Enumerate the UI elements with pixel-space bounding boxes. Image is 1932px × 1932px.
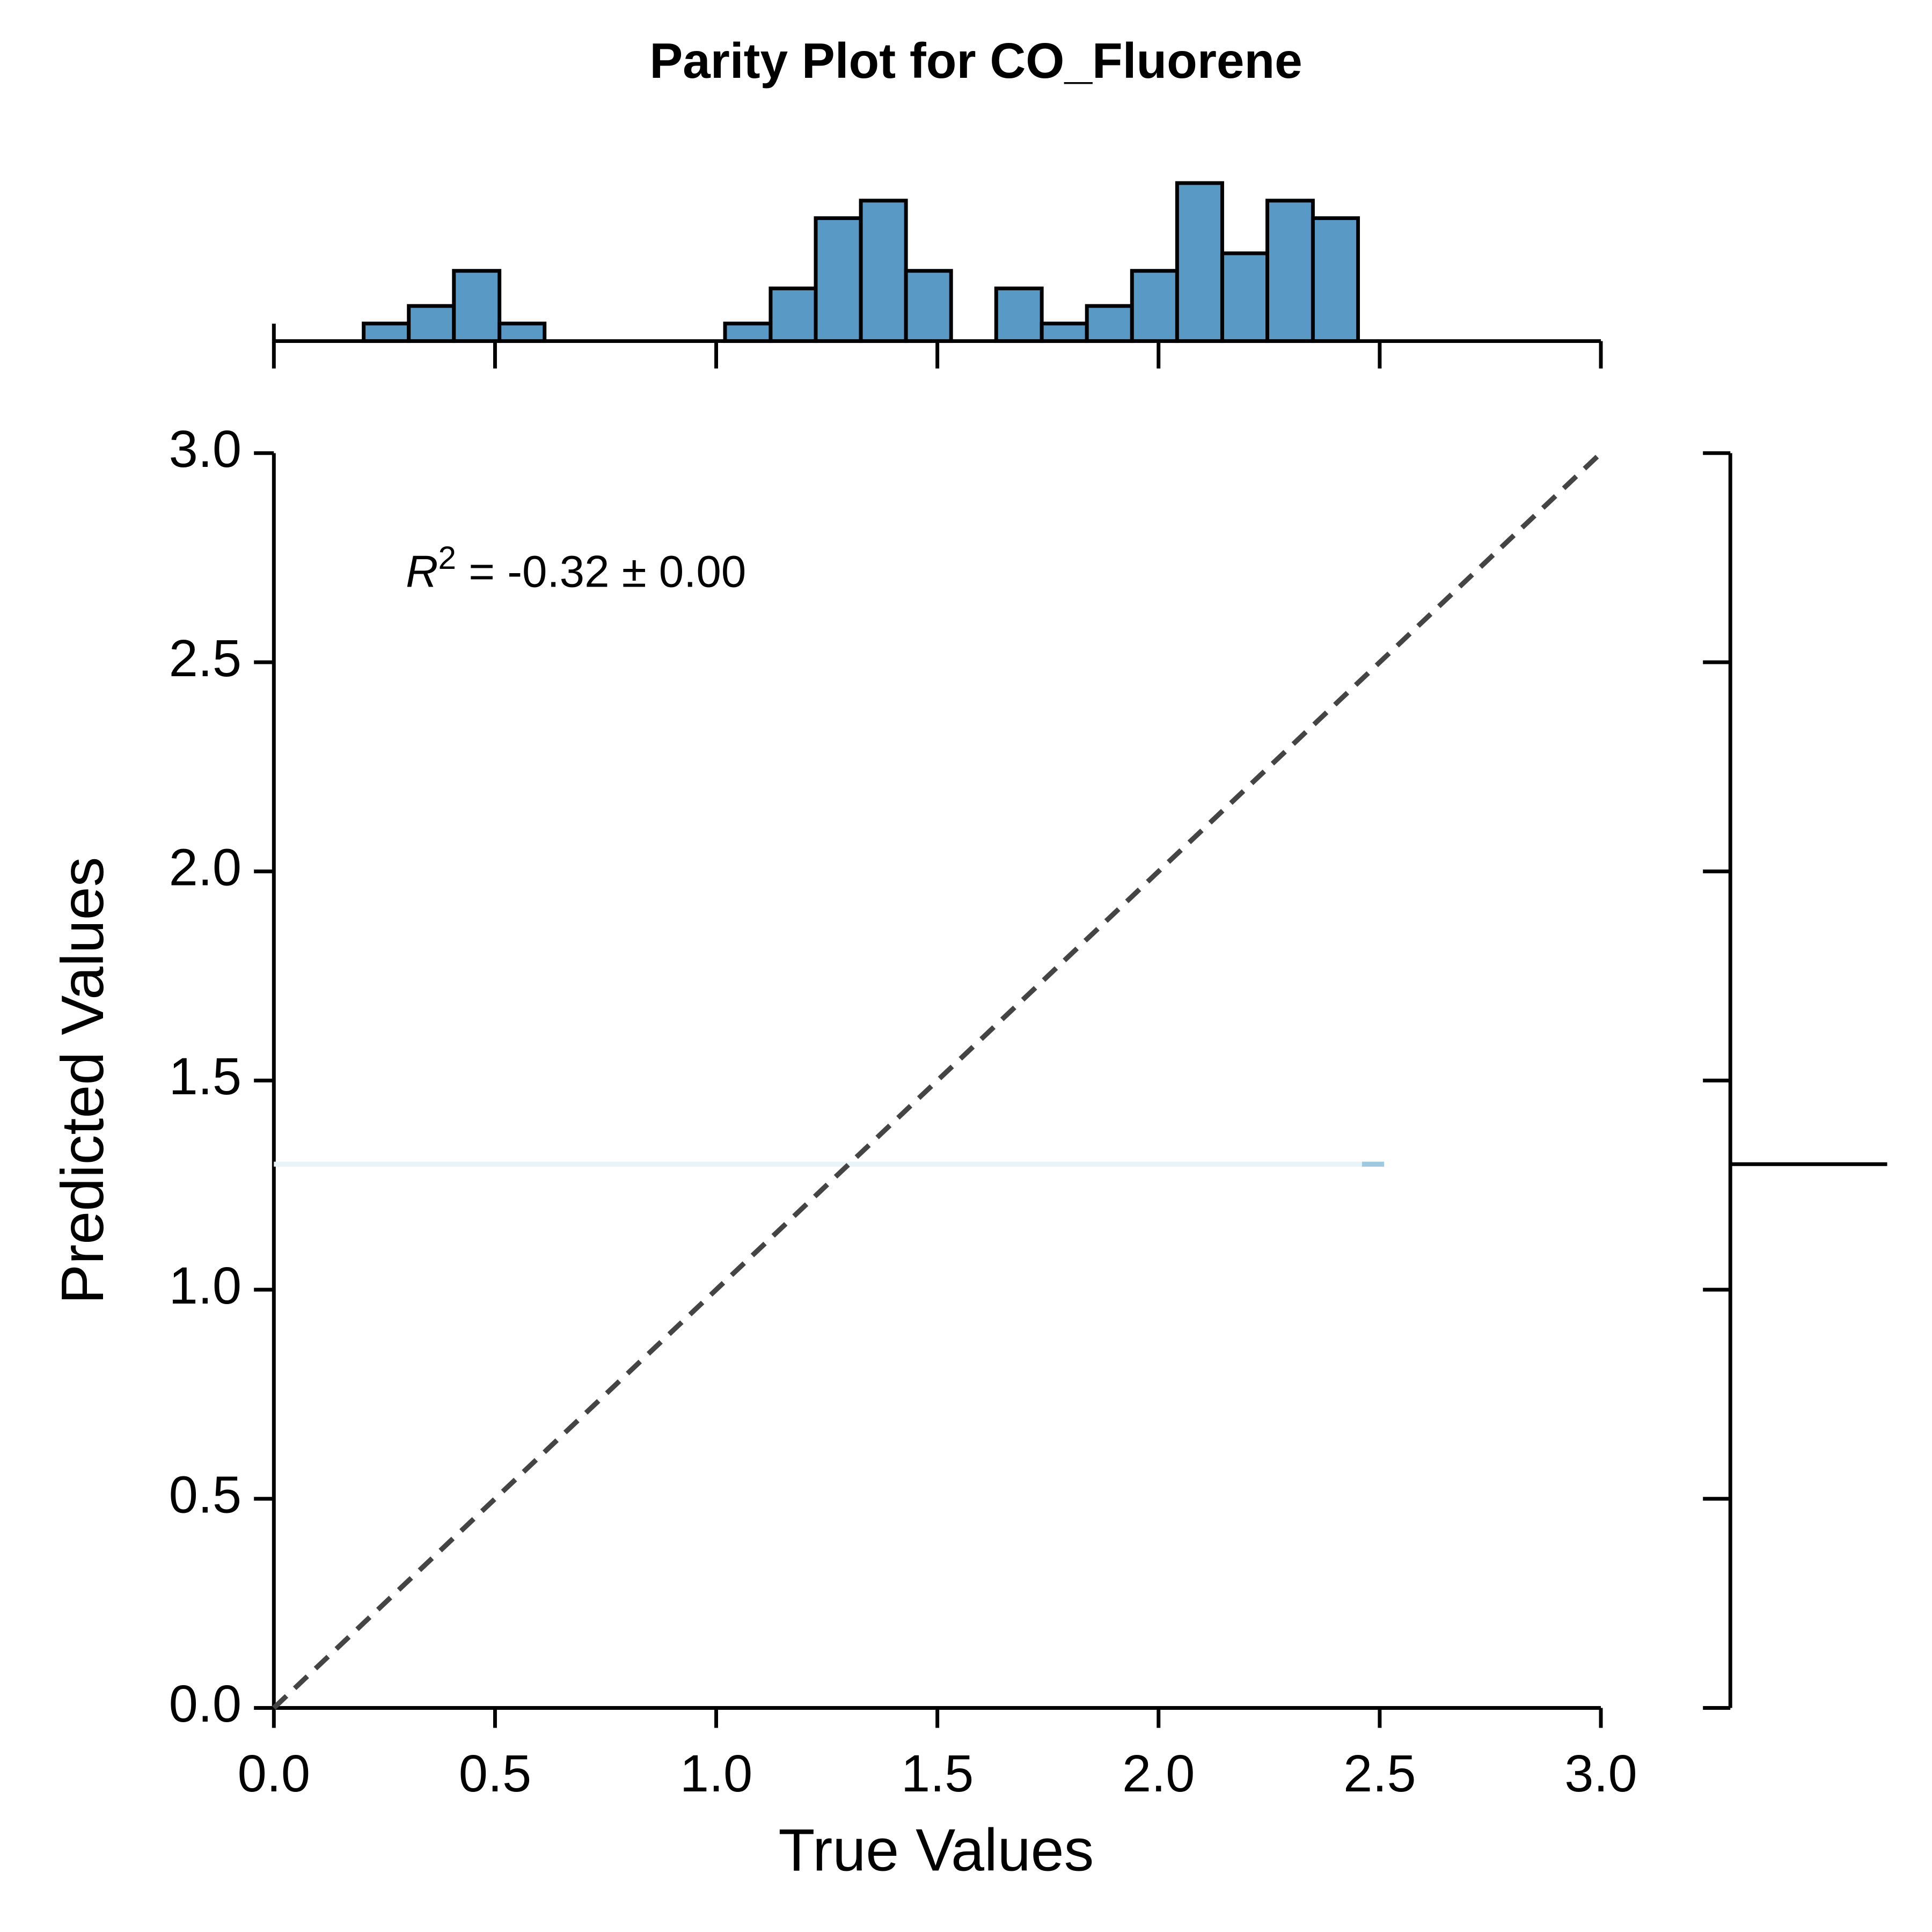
histogram-bar — [1220, 251, 1270, 343]
x-tick-label: 1.0 — [680, 1744, 752, 1803]
histogram-bar — [769, 286, 818, 343]
x-axis-label: True Values — [778, 1817, 1094, 1884]
histogram-bar — [497, 321, 547, 343]
histogram-bar — [452, 269, 502, 343]
histogram-bar — [362, 321, 411, 343]
y-axis-label: Predicted Values — [49, 857, 116, 1304]
histogram-bar — [859, 199, 908, 343]
parity-line — [272, 451, 1603, 1710]
x-tick-label: 3.0 — [1564, 1744, 1637, 1803]
x-tick-label: 0.0 — [238, 1744, 310, 1803]
annotation-exponent: 2 — [438, 539, 456, 576]
y-tick-label: 3.0 — [169, 420, 241, 478]
histogram-bar — [1085, 304, 1134, 343]
histogram-bar — [1175, 181, 1224, 343]
y-tick-label: 1.0 — [169, 1256, 241, 1315]
chart-title: Parity Plot for CO_Fluorene — [649, 33, 1302, 89]
y-tick-label: 2.0 — [169, 838, 241, 896]
y-tick-label: 2.5 — [169, 629, 241, 687]
y-tick-label: 0.5 — [169, 1466, 241, 1524]
histogram-bar — [994, 286, 1044, 343]
annotation: R2 = -0.32 ± 0.00 — [406, 539, 746, 597]
histogram-bar — [1265, 199, 1315, 343]
y-tick-label: 0.0 — [169, 1674, 241, 1733]
histogram-bar — [723, 321, 773, 343]
x-tick-label: 1.5 — [901, 1744, 974, 1803]
histogram-bar — [814, 216, 863, 343]
y-tick-label: 1.5 — [169, 1047, 241, 1106]
histogram-bar — [904, 269, 953, 343]
histogram-bar — [1130, 269, 1179, 343]
x-tick-label: 2.0 — [1122, 1744, 1195, 1803]
x-tick-label: 0.5 — [459, 1744, 531, 1803]
histogram-bar — [1311, 216, 1360, 343]
x-tick-label: 2.5 — [1343, 1744, 1416, 1803]
annotation-symbol: R — [406, 546, 438, 597]
histogram-bar — [1040, 321, 1089, 343]
histogram-bar — [407, 304, 456, 343]
annotation-text: = -0.32 ± 0.00 — [469, 546, 746, 597]
